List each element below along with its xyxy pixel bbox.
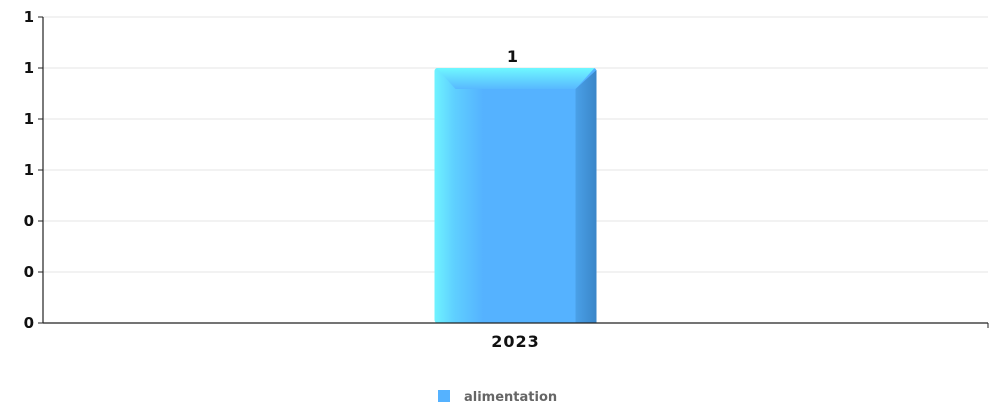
- y-tick-label: 1: [24, 110, 34, 128]
- y-tick-label: 0: [24, 263, 34, 281]
- x-category-label: 2023: [491, 332, 540, 351]
- bars: 1: [434, 47, 597, 323]
- y-tick-label: 1: [24, 59, 34, 77]
- bar: [434, 68, 597, 323]
- bar-side-bevel: [575, 70, 597, 323]
- y-tick-label: 0: [24, 212, 34, 230]
- legend: alimentation: [438, 390, 557, 405]
- bar-face: [434, 68, 597, 323]
- y-axis-ticks: 0 0 0 1 1 1 1: [24, 8, 43, 332]
- bar-top-bevel: [436, 68, 595, 89]
- legend-label: alimentation: [464, 390, 557, 405]
- bar-data-label: 1: [507, 47, 518, 66]
- y-tick-label: 0: [24, 314, 34, 332]
- x-axis-labels: 2023: [491, 332, 540, 351]
- y-tick-label: 1: [24, 8, 34, 26]
- legend-swatch: [438, 390, 450, 402]
- y-tick-label: 1: [24, 161, 34, 179]
